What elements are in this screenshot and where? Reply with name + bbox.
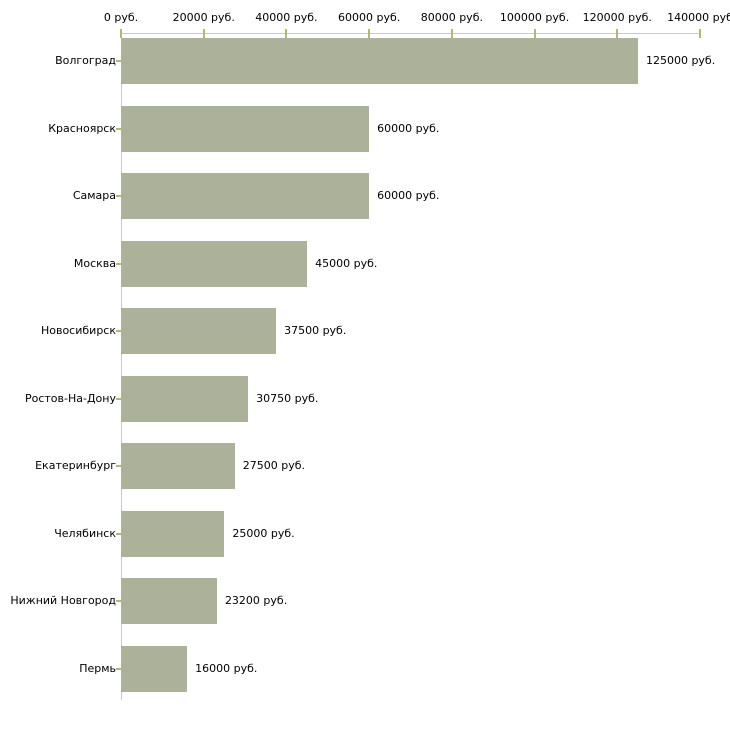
x-tick-mark — [285, 29, 288, 38]
category-label: Новосибирск — [40, 324, 116, 337]
bar — [121, 38, 638, 84]
category-label: Красноярск — [48, 121, 116, 135]
y-tick-mark — [116, 262, 121, 265]
x-tick-mark — [450, 29, 453, 38]
value-label: 125000 руб. — [645, 54, 716, 67]
bar — [121, 645, 188, 692]
y-tick-mark — [116, 397, 121, 400]
category-label: Ростов-На-Дону — [24, 391, 116, 405]
x-tick-mark — [699, 29, 701, 38]
x-tick-label: 20000 руб. — [172, 11, 235, 24]
x-tick-label: 40000 руб. — [255, 11, 318, 24]
y-tick-mark — [116, 330, 121, 332]
value-label: 27500 руб. — [242, 459, 305, 472]
category-label: Самара — [72, 189, 116, 202]
bar — [121, 578, 217, 624]
x-tick-label: 100000 руб. — [499, 11, 570, 24]
y-tick-mark — [116, 465, 121, 467]
value-label: 45000 руб. — [315, 256, 378, 270]
x-tick-label: 120000 руб. — [582, 11, 652, 24]
y-tick-mark — [116, 532, 121, 535]
value-label: 30750 руб. — [256, 391, 319, 405]
x-tick-mark — [368, 29, 371, 38]
value-label: 37500 руб. — [284, 324, 347, 337]
bar — [121, 375, 249, 422]
bar — [121, 105, 370, 152]
value-label: 60000 руб. — [377, 121, 440, 135]
bar — [121, 443, 235, 489]
x-tick-mark — [202, 29, 205, 38]
value-label: 16000 руб. — [195, 661, 258, 675]
category-label: Волгоград — [55, 54, 116, 67]
category-label: Екатеринбург — [35, 459, 116, 472]
y-tick-mark — [116, 127, 121, 130]
x-tick-label: 60000 руб. — [338, 11, 401, 24]
value-label: 23200 руб. — [224, 594, 288, 607]
bar — [121, 240, 308, 287]
bar — [121, 173, 370, 219]
y-tick-mark — [116, 600, 121, 602]
category-label: Москва — [73, 256, 116, 270]
bar — [121, 308, 277, 354]
y-tick-mark — [116, 195, 121, 197]
x-tick-label: 80000 руб. — [420, 11, 483, 24]
x-tick-mark — [533, 29, 536, 38]
bar — [121, 510, 225, 557]
y-tick-mark — [116, 667, 121, 670]
category-label: Пермь — [79, 661, 116, 675]
category-label: Нижний Новгород — [10, 594, 116, 607]
category-label: Челябинск — [54, 526, 116, 540]
plot-area — [121, 33, 700, 700]
x-tick-mark — [616, 29, 619, 38]
x-tick-label: 0 руб. — [103, 11, 139, 24]
value-label: 25000 руб. — [232, 526, 295, 540]
y-tick-mark — [116, 60, 121, 62]
x-tick-mark — [120, 29, 122, 38]
value-label: 60000 руб. — [377, 189, 440, 202]
x-tick-label: 140000 руб — [667, 11, 730, 24]
